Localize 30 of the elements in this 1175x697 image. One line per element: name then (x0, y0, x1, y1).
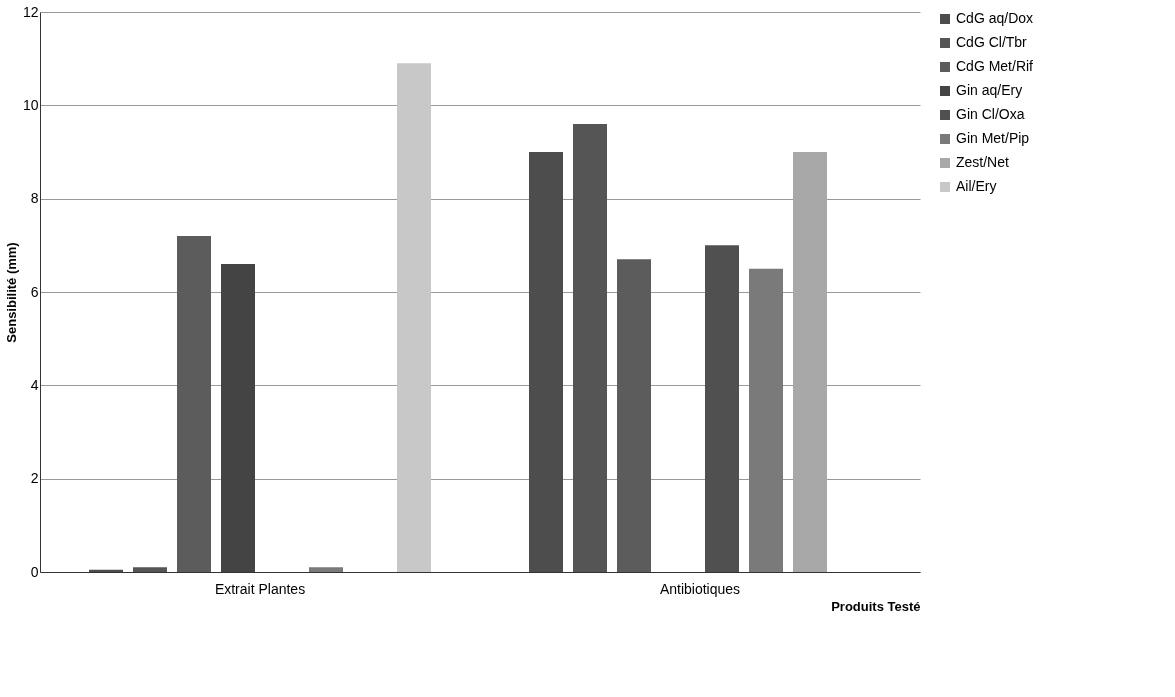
bar (705, 245, 739, 572)
bar (309, 567, 343, 572)
x-tick-label: Antibiotiques (659, 580, 741, 597)
x-axis-title: Produits Testé (831, 598, 921, 614)
bar (529, 152, 563, 572)
y-tick-label: 2 (30, 470, 39, 487)
legend-label: Gin Met/Pip (956, 130, 1030, 146)
legend-label: Ail/Ery (956, 178, 997, 194)
legend-label: CdG Met/Rif (956, 58, 1034, 74)
legend-label: Zest/Net (956, 154, 1010, 170)
legend-label: CdG aq/Dox (956, 10, 1034, 26)
legend-label: Gin Cl/Oxa (956, 106, 1025, 122)
y-axis-title: Sensibilité (mm) (3, 242, 19, 343)
y-tick-label: 0 (30, 563, 39, 580)
y-tick-label: 4 (30, 376, 39, 393)
bar (221, 264, 255, 572)
legend-label: CdG Cl/Tbr (956, 34, 1028, 50)
y-tick-label: 12 (22, 3, 39, 20)
y-tick-label: 8 (30, 190, 39, 207)
bar (617, 259, 651, 572)
x-tick-label: Extrait Plantes (214, 580, 306, 597)
y-tick-label: 10 (22, 96, 39, 113)
bar (397, 63, 431, 572)
bar (793, 152, 827, 572)
bar (573, 124, 607, 572)
bar (133, 567, 167, 572)
bar (177, 236, 211, 572)
legend-label: Gin aq/Ery (956, 82, 1023, 98)
y-tick-label: 6 (30, 283, 39, 300)
bar (749, 268, 783, 572)
